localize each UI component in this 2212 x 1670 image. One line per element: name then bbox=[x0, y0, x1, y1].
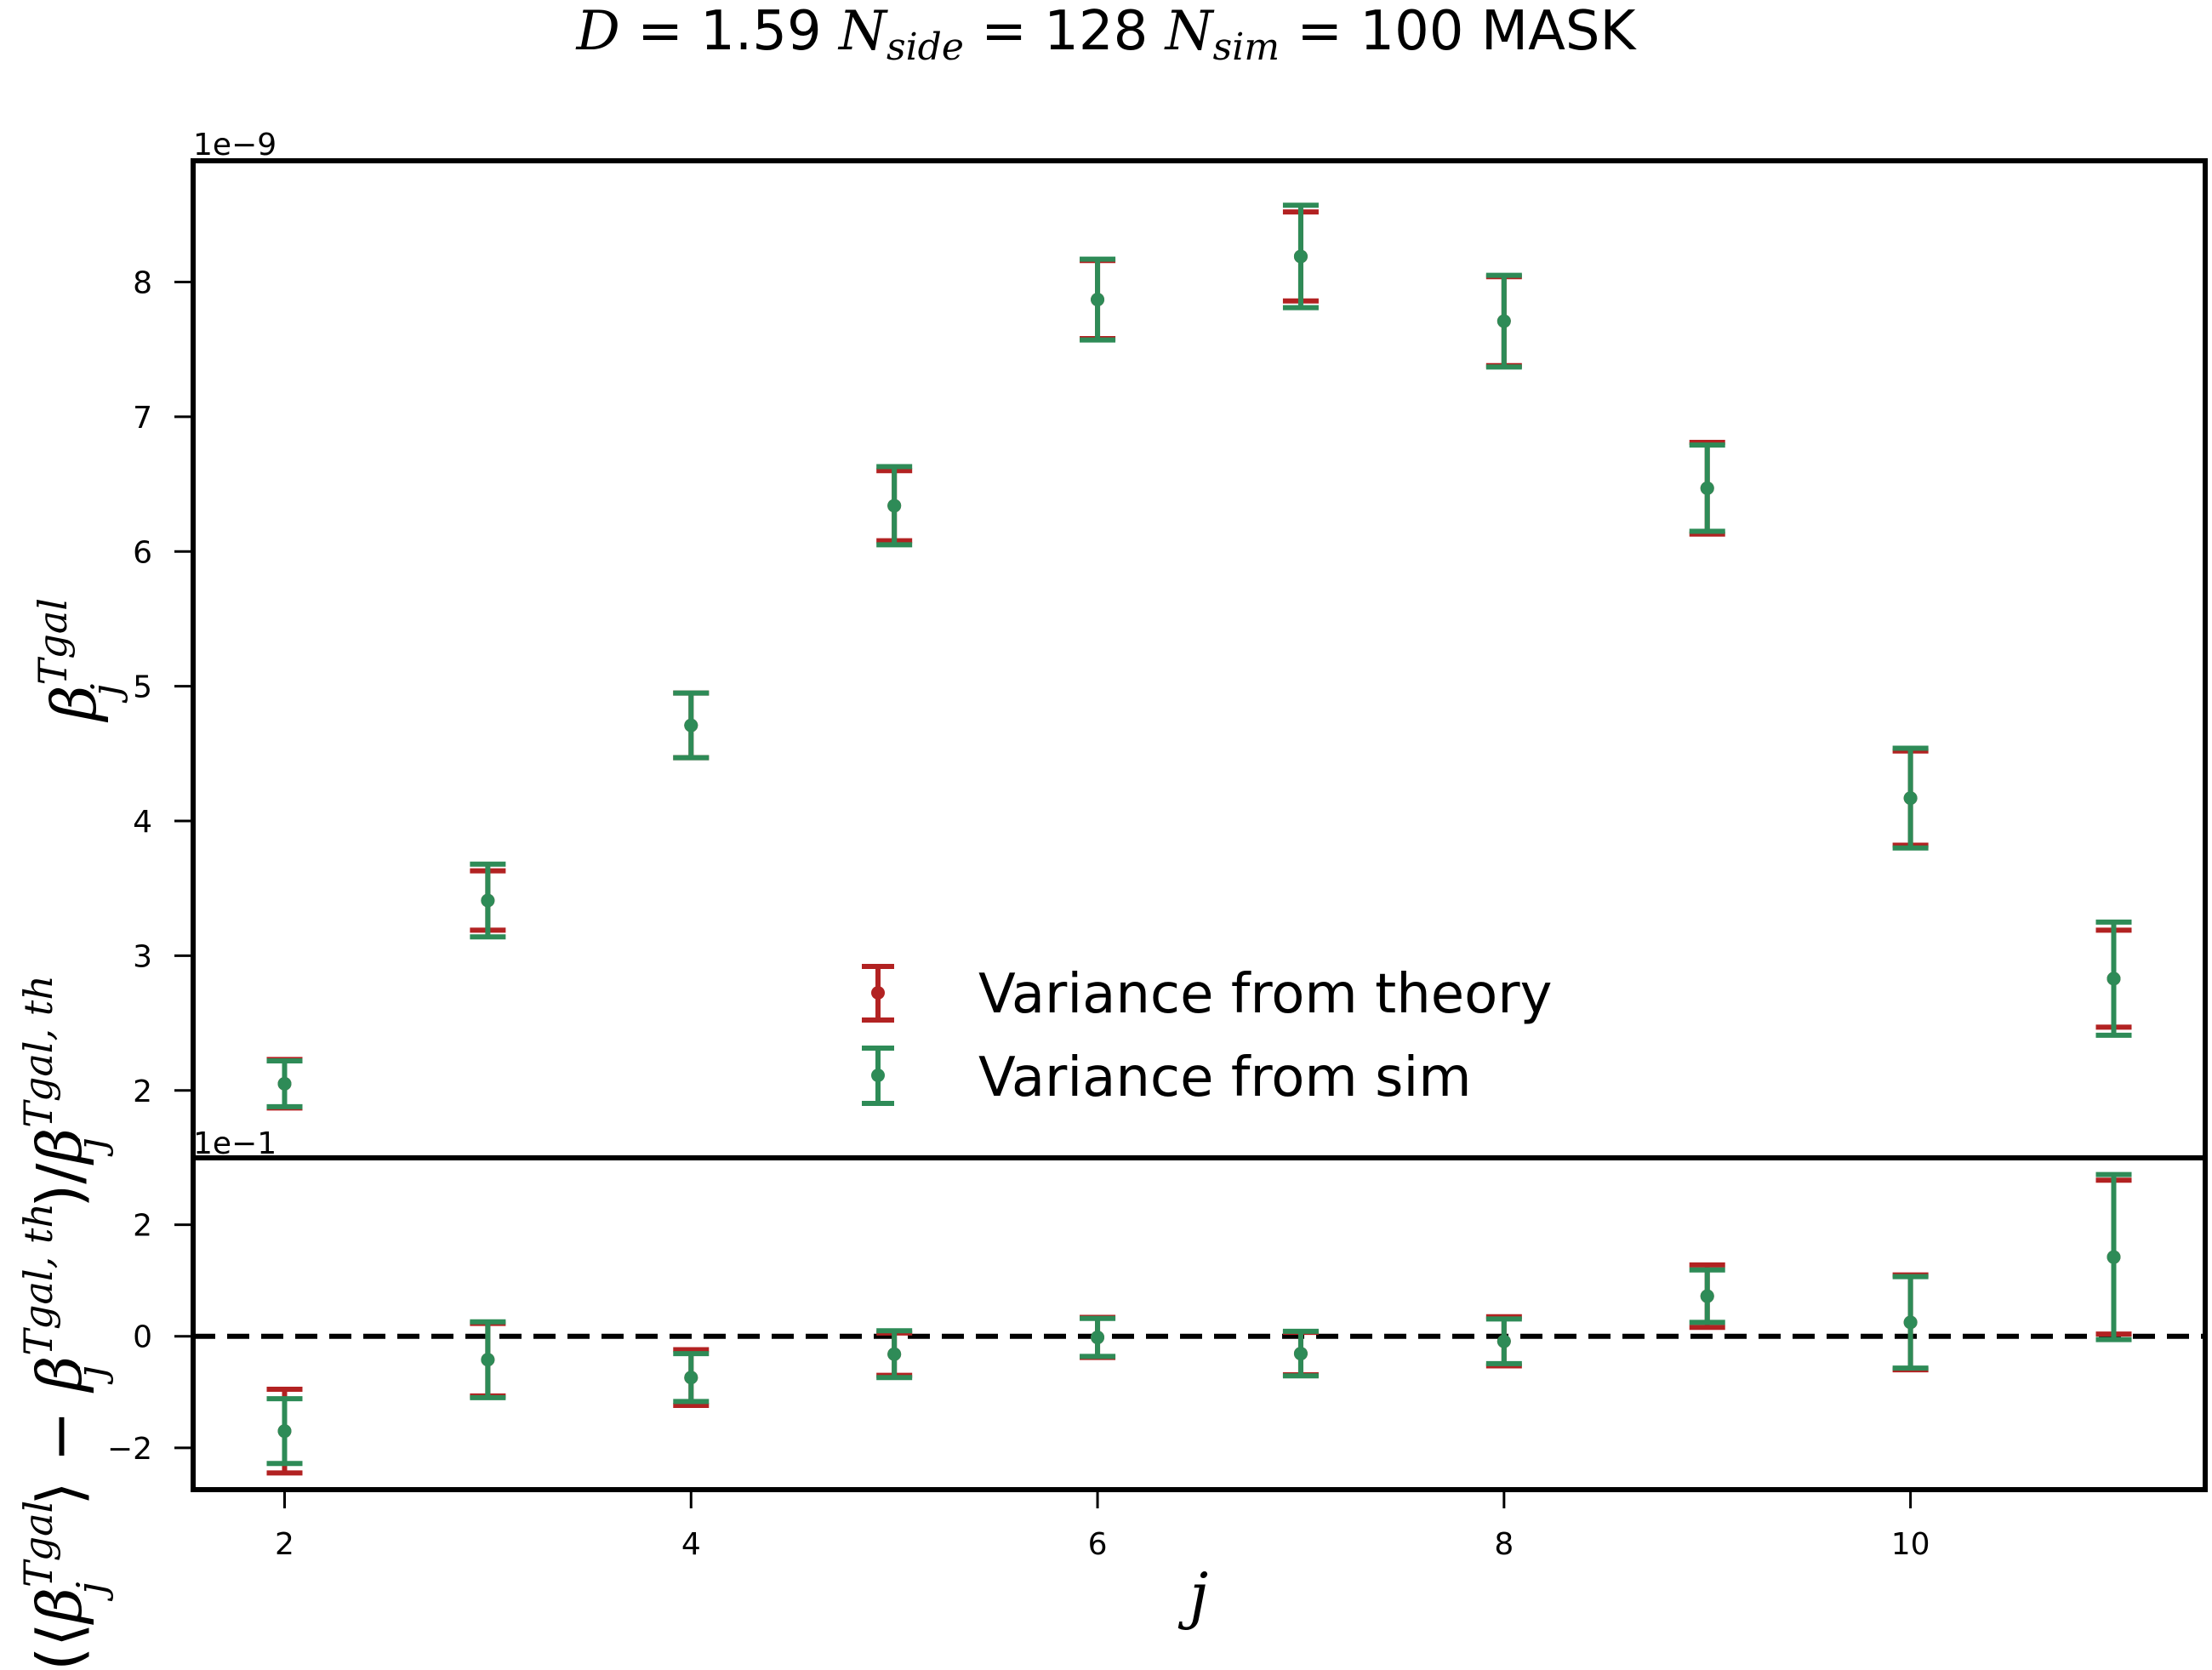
x-ticks: 2 4 6 8 10 bbox=[275, 1490, 1930, 1562]
top-sim-point bbox=[1497, 314, 1511, 328]
x-tick-label: 10 bbox=[1891, 1527, 1930, 1562]
bottom-y-ticks: −2 0 2 bbox=[107, 1209, 193, 1467]
top-y-label-beta: β bbox=[38, 685, 110, 723]
bottom-plot-area bbox=[191, 1155, 2208, 1492]
bottom-sim-point bbox=[1903, 1315, 1918, 1330]
top-y-tick-label: 4 bbox=[133, 805, 152, 840]
bottom-panel: −2 0 2 1e−1 (⟨βTgalj⟩ − βTgal, thj)/βTgal,… bbox=[15, 975, 2208, 1670]
top-y-tick-label: 5 bbox=[133, 670, 152, 705]
top-sim-point bbox=[684, 718, 698, 732]
top-y-offset-label: 1e−9 bbox=[193, 128, 276, 162]
title-nside-value: = 128 bbox=[964, 0, 1166, 63]
bottom-y-label-sup-3: Tgal, th bbox=[15, 975, 61, 1128]
title-nsim-subscript: sim bbox=[1213, 26, 1280, 69]
bottom-sim-point bbox=[481, 1353, 495, 1367]
legend-theory-label: Variance from theory bbox=[978, 963, 1552, 1026]
bottom-y-label-mid: ⟩ − bbox=[24, 1391, 95, 1505]
top-sim-point bbox=[1091, 293, 1105, 307]
bottom-y-tick-label: 2 bbox=[133, 1209, 152, 1244]
bottom-data-marks bbox=[266, 1171, 2132, 1476]
title-nside-subscript: side bbox=[887, 26, 964, 69]
legend-entry-sim: Variance from sim bbox=[862, 1046, 1472, 1109]
bottom-y-label-sup-2: Tgal, th bbox=[15, 1203, 61, 1356]
bottom-sim-point bbox=[1497, 1334, 1511, 1348]
top-y-tick-label: 3 bbox=[133, 939, 152, 974]
title-nsim-symbol: N bbox=[1164, 0, 1215, 63]
bottom-sim-point bbox=[277, 1424, 292, 1439]
title-d-symbol: D bbox=[576, 0, 620, 63]
bottom-y-label: (⟨βTgalj⟩ − βTgal, thj)/βTgal, thj bbox=[15, 975, 114, 1670]
top-sim-point bbox=[2107, 972, 2121, 986]
bottom-sim-point bbox=[1091, 1331, 1105, 1345]
top-y-ticks: 2 3 4 5 6 7 8 bbox=[133, 266, 193, 1109]
top-y-tick-label: 8 bbox=[133, 266, 152, 301]
svg-text:βTgalj: βTgalj bbox=[30, 598, 128, 723]
legend-theory-point bbox=[871, 986, 885, 1000]
top-sim-point bbox=[1293, 249, 1308, 264]
top-y-label: βTgalj bbox=[30, 598, 128, 723]
legend: Variance from theory Variance from sim bbox=[862, 963, 1552, 1109]
top-y-tick-label: 2 bbox=[133, 1074, 152, 1109]
title-nsim-value: = 100 MASK bbox=[1280, 0, 1637, 63]
x-tick-label: 8 bbox=[1494, 1527, 1514, 1562]
figure-title: D = 1.59 Nside = 128 Nsim = 100 MASK bbox=[576, 0, 1638, 69]
legend-sim-label: Variance from sim bbox=[978, 1046, 1472, 1109]
top-data-marks bbox=[266, 202, 2132, 1111]
top-sim-point bbox=[1700, 481, 1714, 495]
bottom-y-label-open: (⟨ bbox=[24, 1623, 95, 1670]
top-sim-point bbox=[481, 893, 495, 908]
svg-text:(⟨βTgalj⟩ − βTgal, thj)/βTgal,: (⟨βTgalj⟩ − βTgal, thj)/βTgal, thj bbox=[15, 975, 114, 1670]
bottom-y-label-beta-3: β bbox=[24, 1128, 95, 1166]
top-y-tick-label: 7 bbox=[133, 401, 152, 436]
top-y-label-superscript: Tgal bbox=[30, 598, 76, 685]
bottom-y-label-beta-2: β bbox=[24, 1356, 95, 1394]
bottom-sim-point bbox=[1700, 1289, 1714, 1303]
bottom-y-offset-label: 1e−1 bbox=[193, 1126, 276, 1161]
bottom-sim-point bbox=[887, 1347, 902, 1361]
bottom-sim-point bbox=[684, 1371, 698, 1385]
title-d-value: = 1.59 bbox=[620, 0, 839, 63]
legend-sim-point bbox=[871, 1069, 885, 1082]
bottom-sim-point bbox=[1293, 1347, 1308, 1361]
bottom-y-label-beta-1: β bbox=[24, 1587, 95, 1626]
top-sim-point bbox=[1903, 791, 1918, 806]
top-sim-point bbox=[277, 1076, 292, 1091]
bottom-y-label-slash: )/ bbox=[24, 1163, 95, 1208]
x-tick-label: 4 bbox=[681, 1527, 701, 1562]
top-panel: 2 3 4 5 6 7 8 1e−9 βTgalj Variance from theory bbox=[30, 128, 2208, 1160]
x-tick-label: 6 bbox=[1088, 1527, 1108, 1562]
bottom-sim-point bbox=[2107, 1250, 2121, 1264]
bottom-y-tick-label: −2 bbox=[107, 1432, 152, 1467]
title-nside-symbol: N bbox=[837, 0, 888, 63]
legend-entry-theory: Variance from theory bbox=[862, 963, 1552, 1026]
top-y-tick-label: 6 bbox=[133, 535, 152, 570]
bottom-y-label-sup-1: Tgal bbox=[15, 1501, 61, 1587]
x-tick-label: 2 bbox=[275, 1527, 294, 1562]
top-sim-point bbox=[887, 499, 902, 513]
bottom-y-tick-label: 0 bbox=[133, 1320, 152, 1355]
